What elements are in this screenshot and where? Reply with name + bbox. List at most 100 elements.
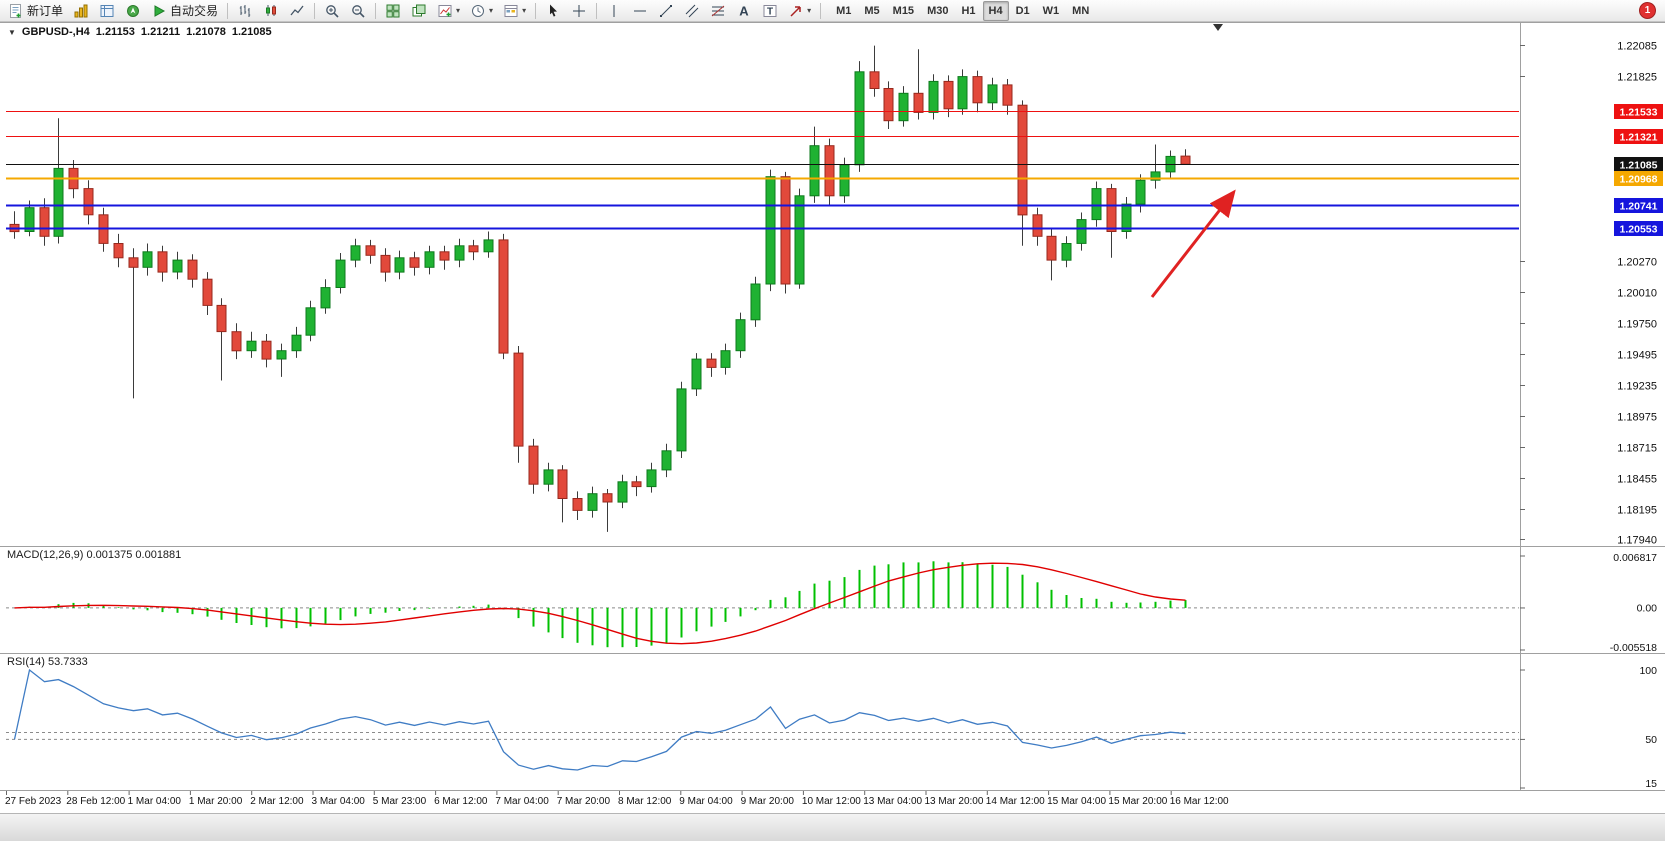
chevron-down-icon[interactable]: ▾ <box>489 6 494 15</box>
timeframe-button-m1[interactable]: M1 <box>836 4 852 17</box>
symbol-ohlc-bar: ▼ GBPUSD-,H4 1.21153 1.21211 1.21078 1.2… <box>8 26 272 38</box>
equidistant-channel-tool-button[interactable] <box>680 1 704 21</box>
navigator-button[interactable] <box>121 1 145 21</box>
candlestick-chart-button[interactable] <box>259 1 283 21</box>
price-badge <box>1614 104 1663 119</box>
timeframe-button-m15[interactable]: M15 <box>892 4 915 17</box>
horizontal-line-tool-button[interactable] <box>628 1 652 21</box>
templates-button[interactable]: ▾ <box>499 1 530 21</box>
bear-candle <box>913 92 924 113</box>
cascade-windows-button[interactable] <box>407 1 431 21</box>
bear-candle <box>1002 84 1013 106</box>
bull-candle <box>957 76 968 110</box>
bull-candle <box>765 176 776 285</box>
price-axis-label: 1.21825 <box>1617 71 1657 83</box>
ohlc-high: 1.21211 <box>140 26 181 38</box>
indicators-icon <box>438 4 452 17</box>
timeframe-button-h1[interactable]: H1 <box>961 4 976 17</box>
line-chart-button[interactable] <box>285 1 309 21</box>
bull-candle <box>987 84 998 104</box>
price-badge <box>1614 221 1663 236</box>
time-axis-label: 9 Mar 04:00 <box>679 796 733 807</box>
price-badge-label: 1.21085 <box>1620 159 1658 171</box>
timeframe-button-m30[interactable]: M30 <box>927 4 949 17</box>
bull-candle <box>661 450 672 471</box>
rsi-axis-label: 15 <box>1645 778 1657 790</box>
bear-candle <box>1032 214 1043 237</box>
bear-candle <box>631 481 642 488</box>
tile-windows-icon <box>386 4 400 17</box>
chevron-down-icon[interactable]: ▾ <box>807 6 812 15</box>
chevron-down-icon[interactable]: ▾ <box>522 6 527 15</box>
bull-candle <box>172 259 183 273</box>
toolbar-separator <box>535 2 537 19</box>
bear-candle <box>943 80 954 110</box>
price-axis-label: 1.17940 <box>1617 534 1657 546</box>
timeframe-button-w1[interactable]: W1 <box>1042 4 1060 17</box>
market-watch-button[interactable] <box>69 1 93 21</box>
tile-windows-button[interactable] <box>381 1 405 21</box>
periods-button[interactable]: ▾ <box>466 1 497 21</box>
rsi-pane <box>6 668 1519 771</box>
bull-candle <box>1150 171 1161 181</box>
bear-candle <box>157 251 168 273</box>
text-label-tool-button[interactable]: T <box>758 1 782 21</box>
price-axis-label: 1.18975 <box>1617 411 1657 423</box>
price-axis-label: 1.18455 <box>1617 473 1657 485</box>
macd-axis-label: 0.006817 <box>1613 552 1657 564</box>
vertical-line-tool-button[interactable] <box>602 1 626 21</box>
bear-candle <box>1180 155 1191 165</box>
notification-badge[interactable]: 1 <box>1639 2 1656 19</box>
price-badge-label: 1.21321 <box>1620 131 1658 143</box>
trendline-tool-button[interactable] <box>654 1 678 21</box>
crosshair-button[interactable] <box>567 1 591 21</box>
bear-candle <box>187 259 198 280</box>
bear-candle <box>216 304 227 333</box>
collapse-triangle-icon[interactable]: ▼ <box>8 27 16 37</box>
time-axis-label: 2 Mar 12:00 <box>250 796 304 807</box>
zoom-out-button[interactable] <box>346 1 370 21</box>
time-axis-label: 7 Mar 04:00 <box>495 796 549 807</box>
chevron-down-icon[interactable]: ▾ <box>456 6 461 15</box>
time-axis-label: 1 Mar 04:00 <box>128 796 182 807</box>
line-chart-icon <box>290 5 304 15</box>
toolbar-separator <box>820 2 822 19</box>
new-order-button[interactable]: 新订单 <box>4 1 67 21</box>
bull-candle <box>691 358 702 390</box>
bull-candle <box>320 287 331 309</box>
text-tool-button[interactable]: A <box>732 1 756 21</box>
price-axis-label: 1.18195 <box>1617 504 1657 516</box>
annotation-arrow[interactable] <box>1150 189 1236 298</box>
timeframe-button-h4[interactable]: H4 <box>982 0 1009 21</box>
timeframe-button-d1[interactable]: D1 <box>1015 4 1030 17</box>
bull-candle <box>1135 179 1146 205</box>
bull-candle <box>276 350 287 360</box>
autotrading-button[interactable]: 自动交易 <box>147 1 222 21</box>
arrows-tool-button[interactable]: ▾ <box>784 1 815 21</box>
fibonacci-tool-button[interactable] <box>706 1 730 21</box>
toolbar-separator <box>227 2 229 19</box>
bull-candle <box>587 493 598 511</box>
bear-candle <box>202 278 213 306</box>
cursor-button[interactable] <box>541 1 565 21</box>
time-axis-label: 3 Mar 04:00 <box>312 796 366 807</box>
bull-candle <box>543 469 554 485</box>
data-window-button[interactable] <box>95 1 119 21</box>
cursor-icon <box>550 4 558 17</box>
scroll-to-end-marker[interactable] <box>1213 24 1223 31</box>
bull-candle <box>454 245 465 261</box>
trendline-icon <box>660 4 673 17</box>
timeframe-button-m5[interactable]: M5 <box>864 4 880 17</box>
indicators-button[interactable]: ▾ <box>433 1 464 21</box>
timeframe-button-mn[interactable]: MN <box>1072 4 1090 17</box>
bar-chart-button[interactable] <box>233 1 257 21</box>
bull-candle <box>350 245 361 261</box>
time-axis-label: 7 Mar 20:00 <box>557 796 611 807</box>
zoom-in-button[interactable] <box>320 1 344 21</box>
bull-candle <box>898 92 909 122</box>
bear-candle <box>528 445 539 485</box>
bear-candle <box>439 251 450 261</box>
bull-candle <box>1076 219 1087 244</box>
bull-candle <box>854 71 865 166</box>
